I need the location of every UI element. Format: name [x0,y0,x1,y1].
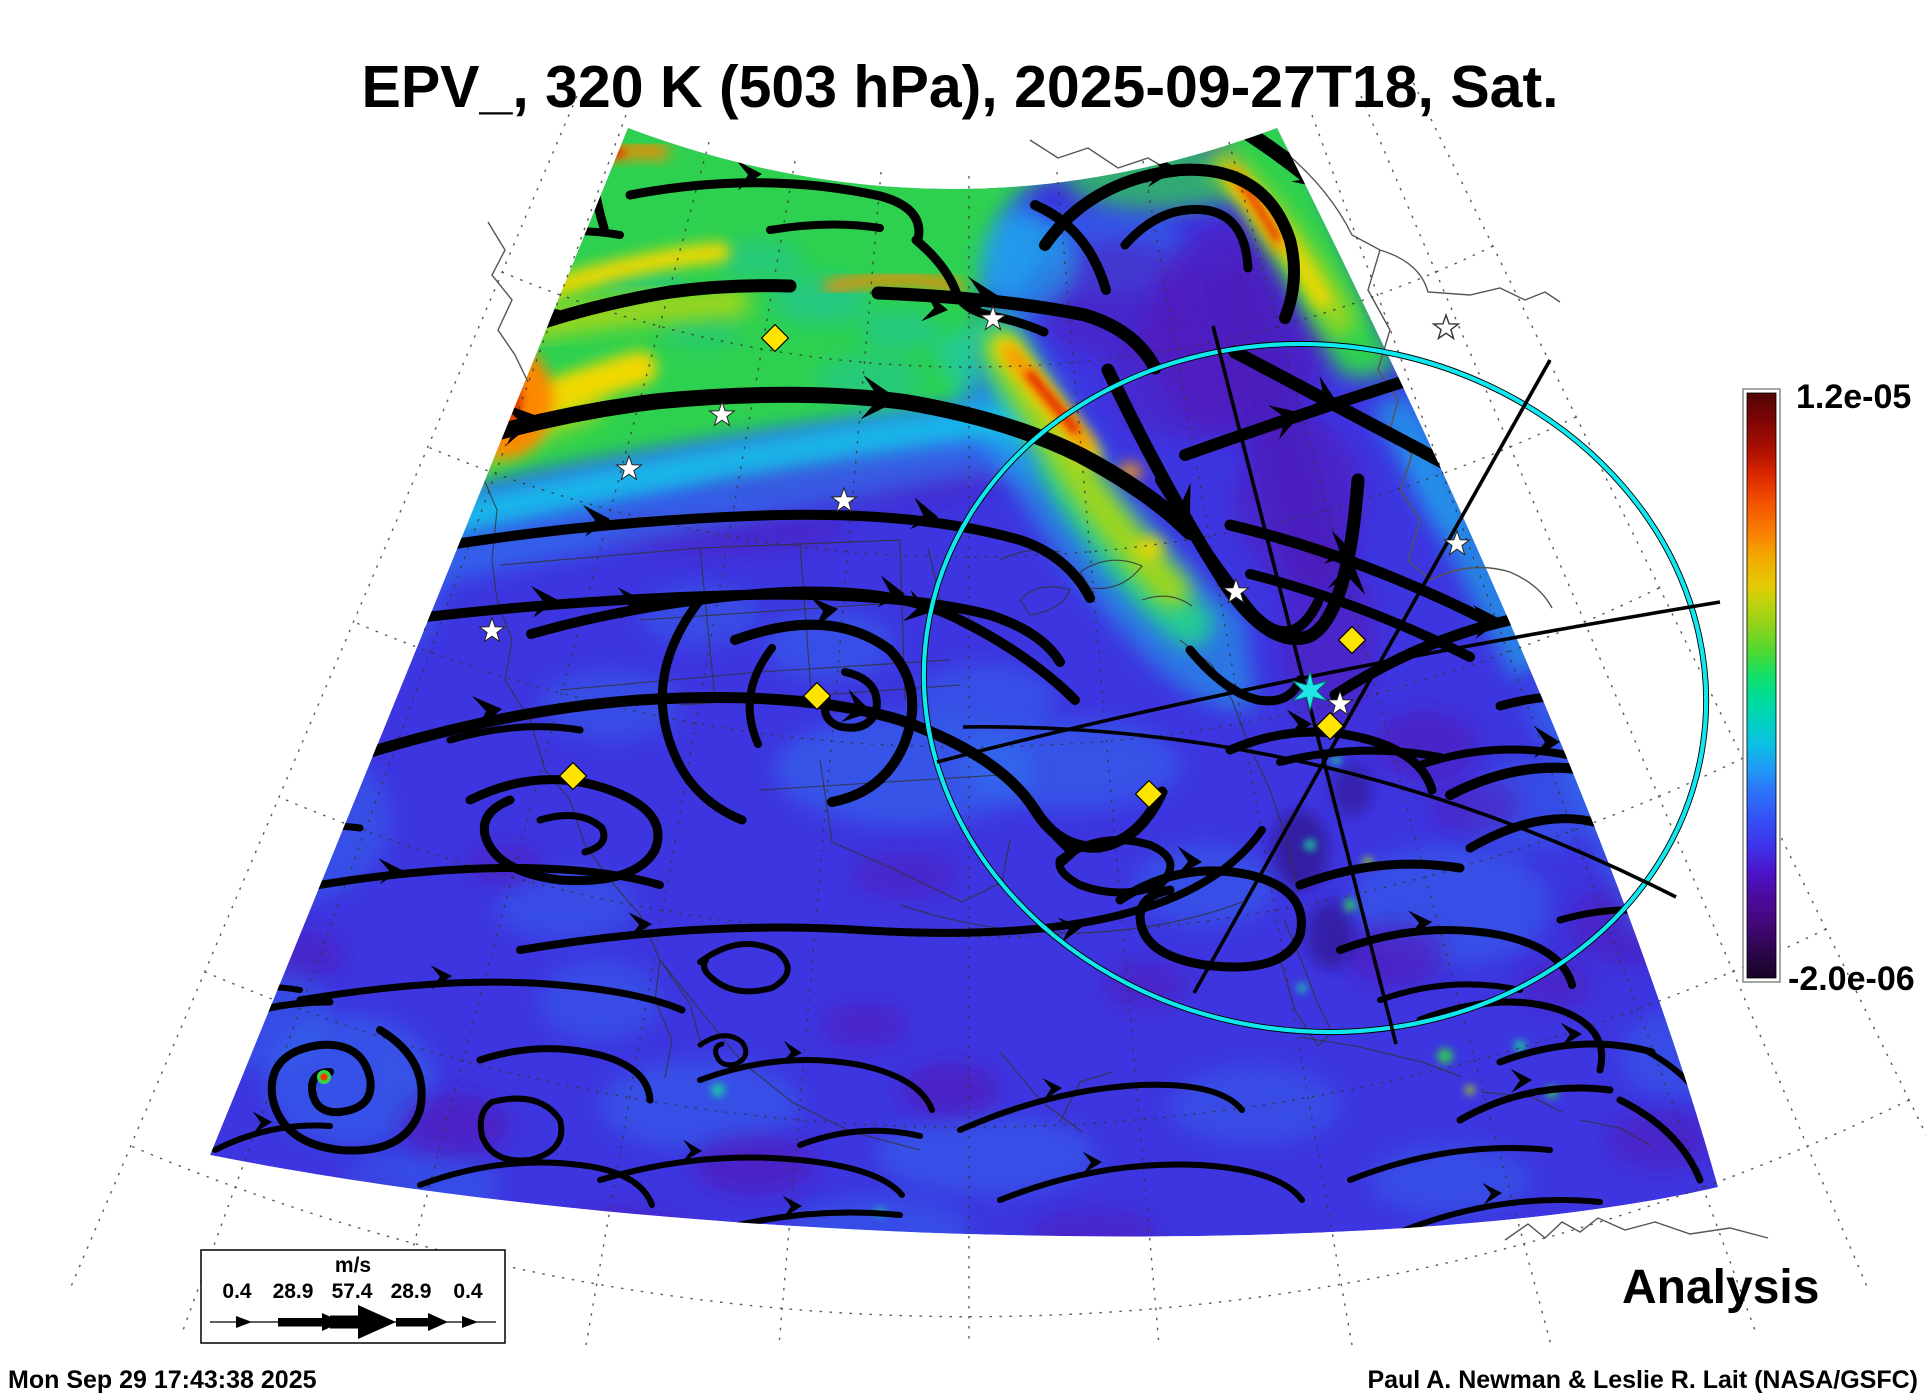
svg-text:1.2e-05: 1.2e-05 [1796,378,1911,416]
svg-text:EPV_, 320 K (503 hPa), 2025-09: EPV_, 320 K (503 hPa), 2025-09-27T18, Sa… [361,54,1558,120]
svg-text:28.9: 28.9 [273,1280,314,1303]
svg-text:Mon Sep 29 17:43:38 2025: Mon Sep 29 17:43:38 2025 [8,1366,317,1394]
svg-text:0.4: 0.4 [453,1280,483,1303]
svg-text:57.4: 57.4 [332,1280,373,1303]
svg-text:0.4: 0.4 [222,1280,252,1303]
svg-text:m/s: m/s [335,1254,371,1277]
svg-text:Paul A. Newman & Leslie R. Lai: Paul A. Newman & Leslie R. Lait (NASA/GS… [1367,1366,1918,1394]
svg-text:-2.0e-06: -2.0e-06 [1788,960,1915,998]
svg-text:28.9: 28.9 [391,1280,432,1303]
svg-text:Analysis: Analysis [1622,1261,1819,1314]
